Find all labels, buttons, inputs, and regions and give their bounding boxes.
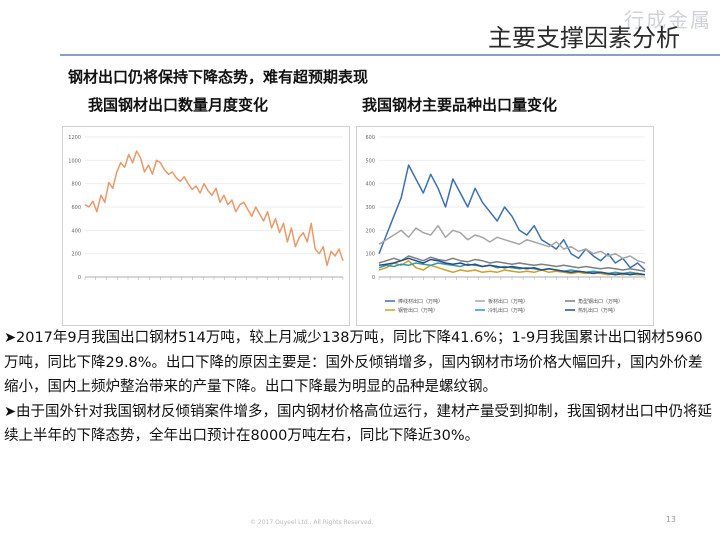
y-tick-label: 400: [71, 228, 81, 234]
y-tick-label: 500: [365, 158, 375, 164]
y-tick-label: 200: [365, 228, 375, 234]
y-tick-label: 200: [71, 252, 81, 258]
series-line-1: [378, 164, 646, 271]
left-chart-container: 0 200 400 600 800 1000 1200: [62, 126, 350, 326]
y-tick-label: 100: [365, 252, 375, 258]
body-text: ➤2017年9月我国出口钢材514万吨，较上月减少138万吨，同比下降41.6%…: [4, 326, 712, 449]
y-tick-label: 600: [365, 135, 375, 141]
series-line-2: [378, 224, 646, 264]
y-tick-label: 1200: [68, 135, 81, 141]
footer-copyright: © 2017 Ouyeel Ltd., All Rights Reserved.: [250, 519, 374, 526]
slide-title: 主要支撑因素分析: [488, 24, 680, 52]
y-tick-label: 400: [365, 182, 375, 188]
legend-label: 冷轧出口（万吨）: [488, 307, 528, 314]
page-number: 13: [665, 515, 676, 524]
legend-label: 角型钢出口（万吨）: [578, 298, 623, 305]
series-line-6: [378, 257, 646, 276]
y-tick-label: 0: [78, 275, 81, 281]
legend-label: 板材出口（万吨）: [488, 298, 528, 305]
paragraph-1-text: 2017年9月我国出口钢材514万吨，较上月减少138万吨，同比下降41.6%；…: [4, 330, 703, 395]
legend-label: 钢管出口（万吨）: [398, 307, 438, 314]
y-tick-label: 0: [372, 275, 375, 281]
section-subtitle: 钢材出口仍将保持下降态势，难有超预期表现: [68, 68, 369, 86]
y-tick-label: 300: [365, 205, 375, 211]
watermark-text: 行成金属: [624, 8, 712, 32]
left-chart-title: 我国钢材出口数量月度变化: [88, 96, 269, 114]
bullet-icon: ➤: [4, 403, 17, 420]
right-chart-title: 我国钢材主要品种出口量变化: [362, 96, 558, 114]
legend-label: 热轧出口（万吨）: [578, 307, 618, 314]
paragraph-2: ➤由于国外针对我国钢材反倾销案件增多，国内钢材价格高位运行，建材产量受到抑制，我…: [4, 400, 712, 449]
title-divider: [60, 54, 720, 56]
paragraph-1: ➤2017年9月我国出口钢材514万吨，较上月减少138万吨，同比下降41.6%…: [4, 326, 712, 400]
y-tick-label: 800: [71, 182, 81, 188]
series-line-4: [378, 259, 645, 276]
series-line-1: [84, 150, 344, 267]
paragraph-2-text: 由于国外针对我国钢材反倾销案件增多，国内钢材价格高位运行，建材产量受到抑制，我国…: [4, 403, 712, 445]
right-chart-container: 0 100 200 300 400 500 600 棒线材出口（万吨） 板材出口（万吨） 角型钢出…: [356, 126, 654, 326]
bullet-icon: ➤: [4, 330, 17, 346]
y-tick-label: 1000: [68, 158, 81, 164]
left-chart-svg: 0 200 400 600 800 1000 1200: [68, 135, 344, 281]
y-tick-label: 600: [71, 205, 81, 211]
legend-label: 棒线材出口（万吨）: [398, 298, 443, 305]
series-line-3: [378, 255, 646, 272]
right-chart-svg: 0 100 200 300 400 500 600 棒线材出口（万吨） 板材出口（万吨） 角型钢出…: [365, 135, 646, 314]
